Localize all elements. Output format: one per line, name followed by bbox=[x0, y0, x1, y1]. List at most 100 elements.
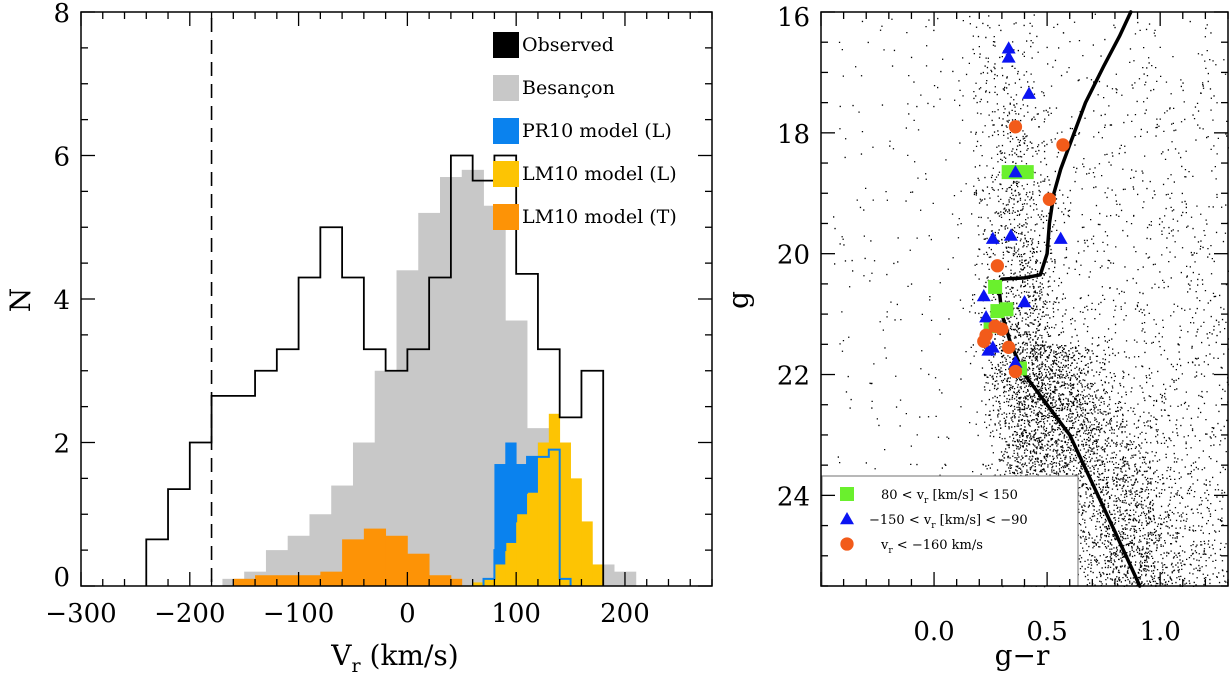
bar-3-8 bbox=[407, 553, 430, 586]
circle-marker bbox=[995, 322, 1009, 336]
bar-3-10 bbox=[450, 578, 463, 586]
square-marker bbox=[840, 487, 854, 501]
bar-3-2 bbox=[276, 575, 299, 586]
legend-label: LM10 model (L) bbox=[522, 163, 677, 185]
cmd-legend-label: vr < −160 km/s bbox=[880, 538, 983, 556]
legend-swatch bbox=[493, 75, 519, 101]
bar-2-0 bbox=[472, 582, 484, 586]
circle-marker bbox=[1008, 364, 1023, 379]
triangle-marker bbox=[1017, 295, 1032, 308]
bar-0-9 bbox=[418, 212, 441, 586]
x-tick-label: −200 bbox=[154, 599, 225, 629]
histogram-x-axis-label: Vr (km/s) bbox=[330, 639, 458, 677]
field-stars bbox=[833, 13, 1229, 588]
histogram-tick-labels: −300 −200 −100 0 100 200 0 2 4 6 8 bbox=[45, 0, 649, 629]
circle-marker bbox=[977, 334, 991, 348]
y-tick-label: 2 bbox=[53, 430, 70, 460]
y-tick-label: 4 bbox=[53, 286, 70, 316]
triangle-marker bbox=[1001, 50, 1016, 63]
bar-2-7 bbox=[548, 413, 561, 586]
cmd-ticks bbox=[820, 11, 1229, 587]
legend-label: LM10 model (T) bbox=[522, 206, 677, 228]
bar-0-11 bbox=[461, 169, 484, 586]
bar-2-4 bbox=[516, 514, 528, 586]
x-tick-label: 0.0 bbox=[913, 617, 954, 647]
x-tick-label: 0.5 bbox=[1026, 617, 1067, 647]
circle-marker bbox=[990, 259, 1005, 273]
bar-3-9 bbox=[429, 575, 452, 586]
y-tick-label: 0 bbox=[53, 563, 70, 593]
triangle-marker bbox=[1001, 41, 1016, 54]
cmd-legend-label: 80 < vr [km/s] < 150 bbox=[881, 488, 1018, 506]
triangle-marker bbox=[985, 340, 1000, 353]
bar-2-5 bbox=[527, 492, 539, 586]
field-star-dots bbox=[833, 13, 1229, 588]
bar-3-6 bbox=[363, 528, 387, 586]
velocity-histogram-panel: −300 −200 −100 0 100 200 0 2 4 6 8 N Vr (km/s) Obs… bbox=[4, 0, 713, 677]
y-tick-label: 16 bbox=[777, 3, 810, 33]
bar-2-11 bbox=[592, 564, 604, 586]
y-tick-label: 8 bbox=[53, 0, 70, 29]
x-tick-label: 100 bbox=[491, 599, 541, 629]
bar-0-4 bbox=[309, 514, 332, 586]
triangle-marker bbox=[1053, 231, 1068, 244]
isochrone-curve bbox=[996, 10, 1142, 588]
legend-label: Observed bbox=[522, 34, 614, 56]
legend-label: PR10 model (L) bbox=[522, 120, 672, 142]
candidate-points bbox=[976, 41, 1070, 379]
x-tick-label: 0 bbox=[399, 599, 416, 629]
cmd-legend-label: −150 < vr [km/s] < −90 bbox=[869, 513, 1028, 531]
legend-swatch bbox=[493, 118, 519, 144]
circle-marker bbox=[1008, 120, 1023, 134]
x-tick-label: −100 bbox=[263, 599, 334, 629]
cmd-legend-box bbox=[821, 475, 1079, 587]
histogram-y-axis-label: N bbox=[4, 288, 37, 313]
triangle-marker bbox=[976, 288, 991, 302]
x-tick-label: −300 bbox=[45, 599, 116, 629]
triangle-marker bbox=[1003, 228, 1018, 241]
x-tick-label: 1.0 bbox=[1139, 617, 1180, 647]
triangle-marker bbox=[1008, 165, 1023, 178]
color-magnitude-panel: 80 < vr [km/s] < 150 −150 < vr [km/s] < −… bbox=[722, 3, 1229, 672]
circle-marker bbox=[840, 537, 854, 551]
legend-swatch bbox=[493, 161, 519, 187]
y-tick-label: 22 bbox=[777, 362, 810, 392]
legend-swatch bbox=[493, 204, 519, 230]
triangle-marker bbox=[979, 310, 994, 323]
histogram-bars bbox=[222, 169, 637, 586]
y-tick-label: 6 bbox=[53, 143, 70, 173]
bar-3-5 bbox=[342, 539, 365, 586]
triangle-marker bbox=[985, 231, 1000, 244]
cmd-y-axis-label: g bbox=[722, 291, 755, 309]
circle-marker bbox=[1042, 192, 1057, 206]
legend-swatch bbox=[493, 32, 519, 58]
histogram-legend: Observed Besançon PR10 model (L) LM10 model… bbox=[493, 32, 677, 230]
cmd-tick-labels: 0.0 0.5 1.0 16 18 20 22 24 bbox=[777, 3, 1181, 647]
y-tick-label: 18 bbox=[777, 120, 810, 150]
bar-2-9 bbox=[570, 478, 582, 586]
bar-2-8 bbox=[559, 442, 571, 586]
bar-2-10 bbox=[581, 521, 593, 586]
square-marker bbox=[999, 302, 1014, 317]
triangle-marker bbox=[840, 512, 854, 525]
circle-marker bbox=[1056, 138, 1070, 152]
square-marker bbox=[1019, 165, 1034, 180]
y-tick-label: 24 bbox=[777, 482, 810, 512]
bar-3-1 bbox=[255, 575, 278, 586]
bar-0-3 bbox=[287, 535, 310, 586]
cmd-legend: 80 < vr [km/s] < 150 −150 < vr [km/s] < −… bbox=[840, 487, 1028, 556]
bar-0-10 bbox=[440, 177, 463, 586]
bar-1-0 bbox=[494, 464, 506, 586]
cmd-x-axis-label: g−r bbox=[995, 639, 1050, 672]
y-tick-label: 20 bbox=[777, 241, 810, 271]
bar-3-0 bbox=[233, 578, 256, 586]
circle-marker bbox=[1002, 340, 1016, 354]
bar-3-3 bbox=[298, 575, 321, 586]
bar-3-7 bbox=[385, 535, 408, 586]
triangle-marker bbox=[1008, 355, 1023, 368]
bar-2-2 bbox=[494, 564, 506, 586]
bar-2-3 bbox=[505, 542, 517, 586]
bar-2-1 bbox=[483, 578, 495, 586]
bar-3-4 bbox=[320, 571, 343, 586]
